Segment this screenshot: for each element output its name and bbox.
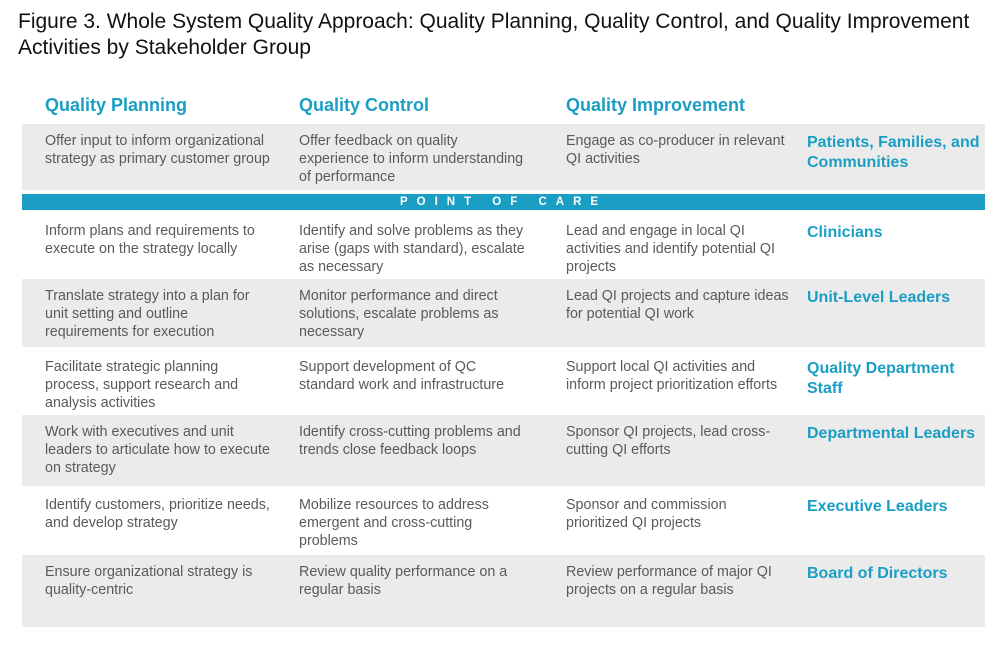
control-cell: Review quality performance on a regular … [299,564,508,598]
stakeholder-label: Patients, Families, and Communities [807,134,980,171]
table-row: Identify customers, prioritize needs, an… [22,488,985,552]
stakeholder-label: Executive Leaders [807,498,948,515]
planning-cell: Translate strategy into a plan for unit … [45,288,250,340]
header-quality-improvement: Quality Improvement [566,95,746,115]
planning-cell: Facilitate strategic planning process, s… [45,359,239,411]
figure-title: Figure 3. Whole System Quality Approach:… [18,10,970,59]
improvement-cell: Review performance of major QI projects … [566,564,772,598]
point-of-care-divider: POINT OF CARE [22,194,985,210]
stakeholder-label: Clinicians [807,224,883,241]
control-cell: Mobilize resources to address emergent a… [299,497,489,549]
stakeholder-label: Unit-Level Leaders [807,289,951,306]
control-cell: Identify cross-cutting problems and tren… [299,424,521,458]
table-row: Work with executives and unit leaders to… [22,415,985,486]
table-row: Facilitate strategic planning process, s… [22,350,985,413]
control-cell: Offer feedback on quality experience to … [299,133,524,185]
table-row: Inform plans and requirements to execute… [22,214,985,275]
improvement-cell: Sponsor and commission prioritized QI pr… [566,497,727,531]
stakeholder-label: Quality Department Staff [807,360,955,397]
planning-cell: Identify customers, prioritize needs, an… [45,497,270,531]
stakeholder-table: Offer input to inform organizational str… [22,124,985,627]
improvement-cell: Lead and engage in local QI activities a… [566,223,776,275]
improvement-cell: Sponsor QI projects, lead cross-cutting … [566,424,771,458]
improvement-cell: Engage as co-producer in relevant QI act… [566,133,785,167]
table-row: Ensure organizational strategy is qualit… [22,555,985,627]
planning-cell: Work with executives and unit leaders to… [45,424,270,476]
header-quality-planning: Quality Planning [45,95,188,115]
header-quality-control: Quality Control [299,95,429,115]
table-row: Offer input to inform organizational str… [22,124,985,190]
table-row: Translate strategy into a plan for unit … [22,279,985,347]
stakeholder-label: Board of Directors [807,565,948,582]
improvement-cell: Lead QI projects and capture ideas for p… [566,288,789,322]
planning-cell: Offer input to inform organizational str… [45,133,270,167]
control-cell: Support development of QC standard work … [299,359,505,393]
planning-cell: Ensure organizational strategy is qualit… [45,564,253,598]
control-cell: Monitor performance and direct solutions… [299,288,499,340]
control-cell: Identify and solve problems as they aris… [299,223,525,275]
improvement-cell: Support local QI activities and inform p… [566,359,778,393]
planning-cell: Inform plans and requirements to execute… [45,223,255,257]
stakeholder-label: Departmental Leaders [807,425,976,442]
